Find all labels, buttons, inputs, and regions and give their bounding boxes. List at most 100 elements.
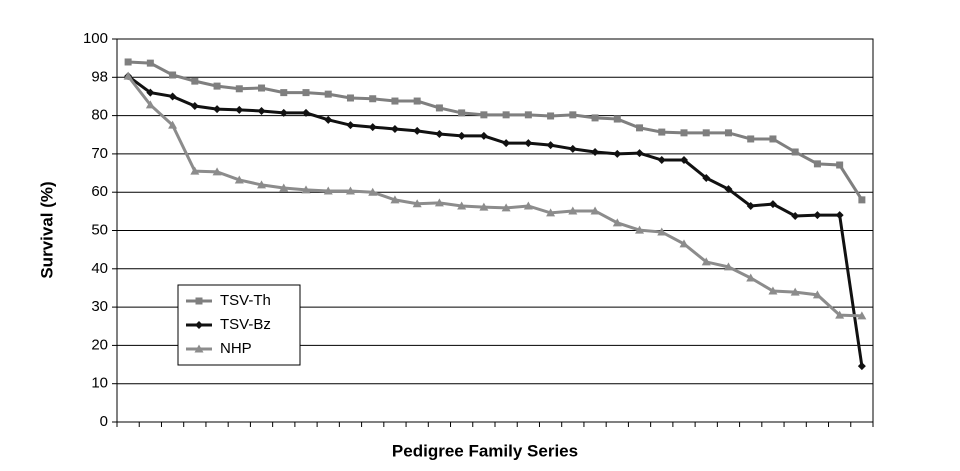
point (724, 129, 732, 137)
point (413, 126, 422, 135)
point (590, 206, 600, 215)
point (257, 180, 267, 189)
point (368, 187, 378, 196)
point (458, 109, 466, 117)
point (813, 160, 821, 168)
point (724, 185, 733, 194)
point (613, 149, 622, 158)
point (190, 166, 200, 175)
y-tick-label: 30 (91, 298, 108, 315)
point (546, 141, 555, 150)
point (835, 310, 845, 319)
point (479, 202, 489, 211)
point (124, 58, 132, 66)
legend-marker (194, 344, 204, 353)
point (146, 88, 155, 97)
point (613, 115, 621, 123)
point (857, 362, 866, 371)
y-tick-label: 10 (91, 375, 108, 392)
point (279, 108, 288, 117)
point (768, 286, 778, 295)
point (435, 104, 443, 112)
y-tick-label: 60 (91, 183, 108, 200)
point (434, 198, 444, 207)
point (658, 128, 666, 136)
point (857, 311, 867, 320)
point (635, 149, 644, 158)
point (657, 227, 667, 236)
point (457, 131, 466, 140)
point (391, 97, 399, 105)
legend-marker (195, 297, 203, 305)
point (612, 218, 622, 227)
point (502, 139, 511, 148)
point (635, 225, 645, 234)
point (346, 121, 355, 130)
point (679, 239, 689, 248)
point (568, 144, 577, 153)
point (502, 111, 510, 119)
point (123, 71, 133, 80)
series-line (128, 60, 864, 201)
point (169, 71, 177, 79)
point (435, 129, 444, 138)
point (302, 89, 310, 97)
point (280, 89, 288, 97)
point (390, 125, 399, 134)
point (791, 148, 799, 156)
y-axis-label: Survival (%) (37, 181, 56, 278)
point (235, 85, 243, 93)
point (702, 129, 710, 137)
point (479, 131, 488, 140)
point (680, 129, 688, 137)
point (702, 174, 711, 183)
point (413, 97, 421, 105)
point (324, 115, 333, 124)
x-axis-label: Pedigree Family Series (392, 441, 578, 460)
point (346, 94, 354, 102)
y-tick-label: 0 (100, 413, 108, 430)
point (235, 105, 244, 114)
point (769, 135, 777, 143)
y-tick-label: 80 (91, 107, 108, 124)
point (591, 114, 599, 122)
point (213, 82, 221, 90)
legend-marker (195, 321, 203, 329)
point (791, 211, 800, 220)
y-tick-label: 70 (91, 145, 108, 162)
point (345, 186, 355, 195)
point (279, 183, 289, 192)
point (836, 161, 844, 169)
point (546, 208, 556, 217)
point (323, 186, 333, 195)
point (591, 147, 600, 156)
point (524, 111, 532, 119)
y-tick-label: 50 (91, 221, 108, 238)
point (524, 139, 533, 148)
point (636, 124, 644, 132)
point (369, 95, 377, 103)
point (568, 206, 578, 215)
point (746, 201, 755, 210)
point (191, 77, 199, 85)
point (723, 262, 733, 271)
point (747, 135, 755, 143)
legend-label: TSV-Th (220, 292, 271, 309)
point (213, 105, 222, 114)
point (547, 112, 555, 120)
point (657, 156, 666, 165)
point (145, 100, 155, 109)
point (746, 273, 756, 282)
point (480, 111, 488, 119)
point (768, 200, 777, 209)
point (390, 195, 400, 204)
point (212, 167, 222, 176)
point (301, 185, 311, 194)
point (324, 90, 332, 98)
point (168, 120, 178, 129)
point (168, 92, 177, 101)
legend-label: NHP (220, 340, 252, 357)
point (812, 290, 822, 299)
point (523, 201, 533, 210)
